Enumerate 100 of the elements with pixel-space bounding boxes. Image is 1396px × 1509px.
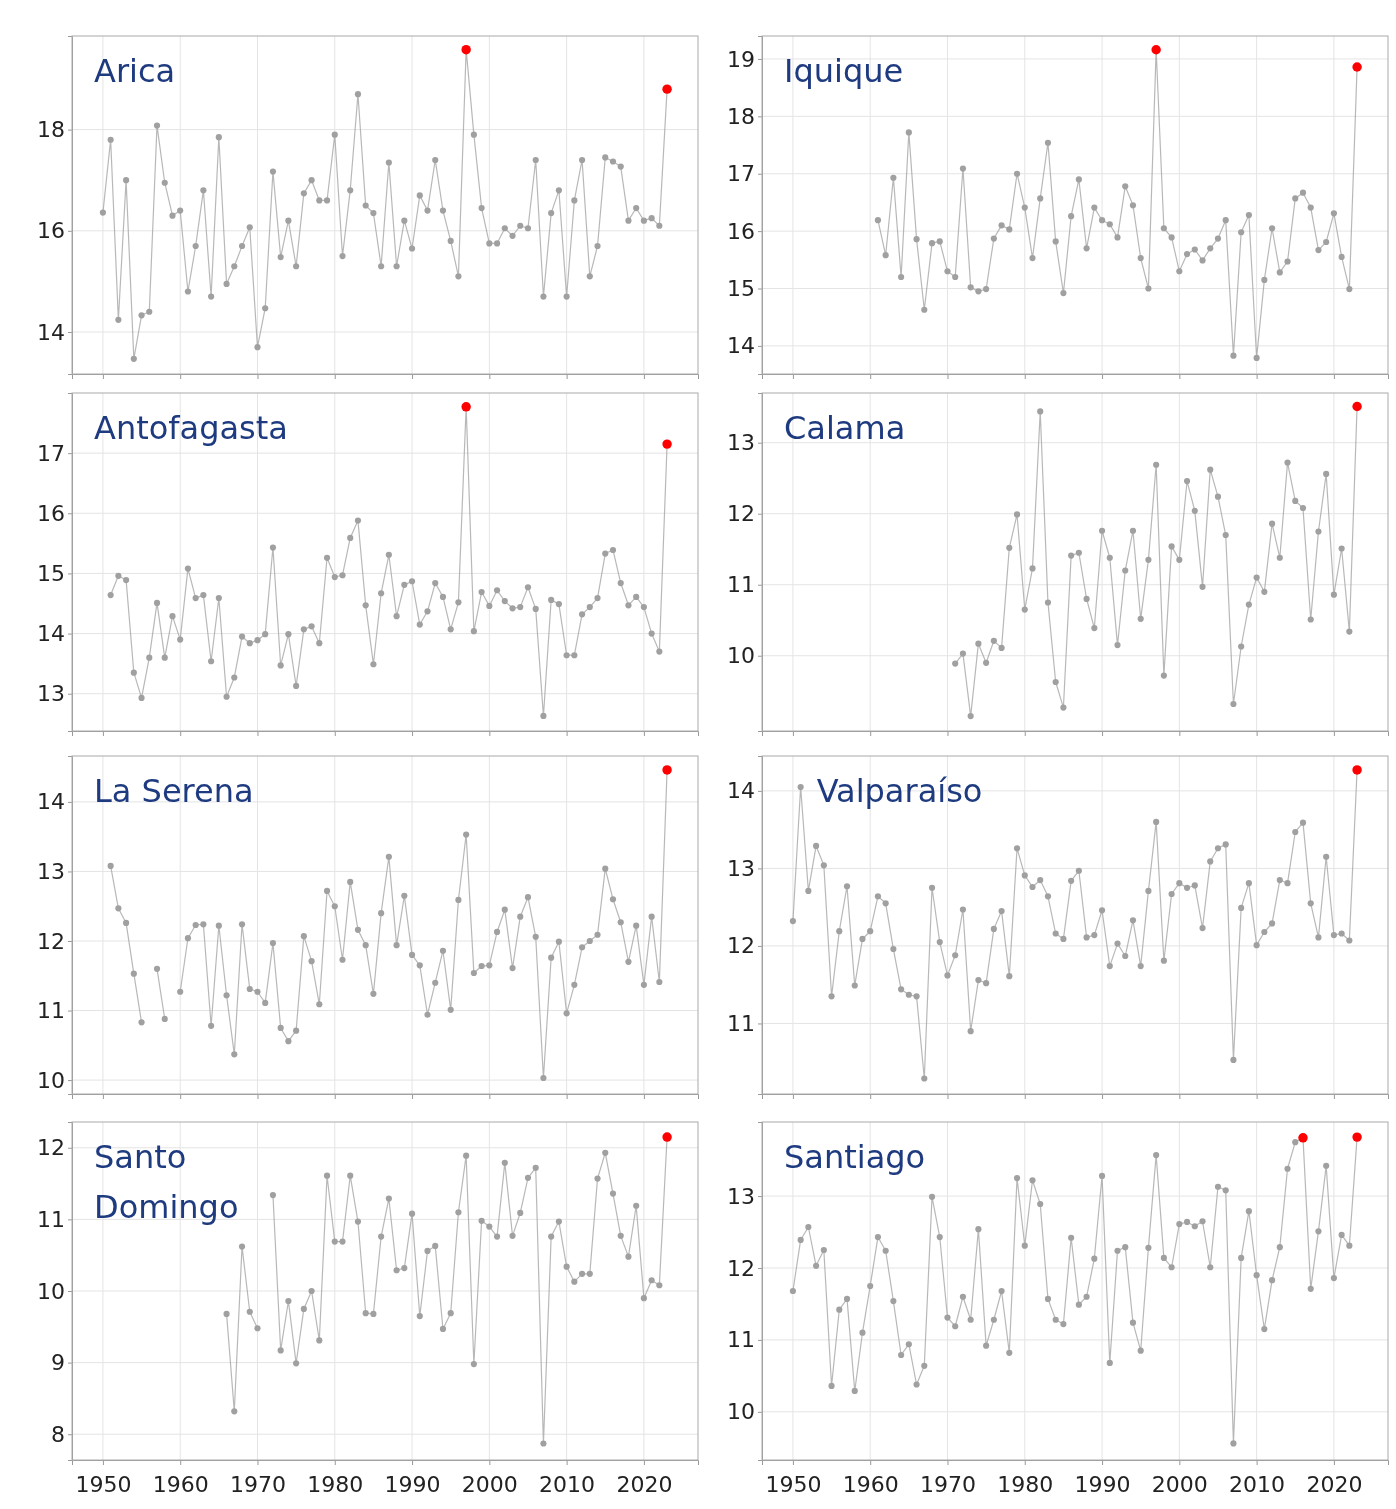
point <box>254 1325 261 1332</box>
point <box>316 1337 323 1344</box>
point <box>246 1308 253 1315</box>
x-tick-label: 2000 <box>461 1472 518 1498</box>
point <box>1315 528 1322 535</box>
point <box>378 1233 385 1240</box>
y-tick-label: 14 <box>727 333 755 359</box>
point <box>486 1223 493 1230</box>
point <box>1183 477 1191 485</box>
y-tick-label: 14 <box>37 319 65 345</box>
x-tick-label: 2000 <box>1151 1472 1208 1498</box>
point <box>578 1270 586 1277</box>
y-tick-label: 10 <box>37 1067 65 1093</box>
point <box>323 1172 331 1179</box>
point <box>1299 504 1307 512</box>
point <box>1114 642 1121 649</box>
point <box>1044 599 1052 606</box>
x-tick-label: 1950 <box>765 1472 822 1498</box>
point <box>1330 591 1337 598</box>
point <box>1346 628 1353 635</box>
point <box>625 1253 632 1260</box>
y-tick-label: 18 <box>37 117 65 143</box>
point <box>975 640 982 647</box>
point <box>952 660 959 667</box>
point <box>555 1218 562 1225</box>
x-tick-label: 2020 <box>616 1472 673 1498</box>
x-tick-label: 1990 <box>1074 1472 1131 1498</box>
x-tick-label: 2010 <box>539 1472 596 1498</box>
point <box>1168 543 1175 550</box>
point <box>998 644 1005 651</box>
point <box>959 650 967 657</box>
point <box>586 1270 593 1277</box>
text: Iquique <box>784 52 904 90</box>
x-tick-label: 1980 <box>997 1472 1054 1498</box>
point <box>347 1172 354 1179</box>
y-tick-label: 10 <box>727 643 755 669</box>
point <box>1199 583 1206 590</box>
point <box>1230 700 1237 708</box>
x-tick-label: 1990 <box>384 1472 441 1498</box>
point <box>308 1287 315 1295</box>
point <box>548 1233 555 1240</box>
point <box>277 1347 284 1354</box>
y-tick-label: 18 <box>727 103 755 129</box>
point <box>1060 704 1067 711</box>
y-tick-label: 13 <box>727 855 755 881</box>
point <box>1083 595 1090 603</box>
point <box>470 1360 477 1368</box>
text: Valparaíso <box>816 772 983 810</box>
y-tick-label: 11 <box>727 572 755 598</box>
point <box>285 1297 292 1305</box>
point <box>656 1282 663 1289</box>
point <box>1145 556 1152 563</box>
y-tick-label: 9 <box>51 1350 65 1376</box>
point <box>370 1310 377 1317</box>
point <box>640 1295 647 1302</box>
point <box>354 1218 362 1225</box>
point <box>1106 554 1113 561</box>
point <box>1075 549 1082 556</box>
text: Antofagasta <box>94 409 288 447</box>
text: Arica <box>94 52 176 90</box>
y-tick-label: 14 <box>37 789 65 815</box>
point <box>609 1190 617 1197</box>
point <box>238 1243 246 1250</box>
point <box>1191 507 1198 514</box>
point <box>455 1209 462 1216</box>
y-tick-label: 12 <box>37 928 65 954</box>
point <box>1006 544 1013 551</box>
point <box>362 1310 369 1317</box>
point <box>463 1152 470 1159</box>
y-tick-label: 14 <box>727 778 755 804</box>
point <box>983 659 990 666</box>
point <box>594 1175 601 1182</box>
point <box>424 1247 431 1254</box>
point <box>1245 601 1252 608</box>
point <box>1284 459 1291 466</box>
point <box>1222 531 1229 539</box>
point <box>990 637 997 644</box>
point <box>231 1408 238 1415</box>
point <box>1160 672 1167 679</box>
point <box>223 1310 230 1317</box>
point <box>1013 511 1021 518</box>
point <box>517 1209 524 1217</box>
point <box>1052 678 1059 686</box>
x-tick-label: 2020 <box>1306 1472 1363 1498</box>
point <box>416 1312 423 1320</box>
text: La Serena <box>94 772 254 810</box>
y-tick-label: 13 <box>727 430 755 456</box>
x-tick-label: 1960 <box>152 1472 209 1498</box>
point <box>1253 574 1260 581</box>
point <box>339 1238 346 1245</box>
point <box>1238 643 1245 650</box>
y-tick-label: 8 <box>51 1421 65 1447</box>
point <box>385 1195 392 1202</box>
y-tick-label: 12 <box>727 1255 755 1281</box>
y-tick-label: 11 <box>727 1010 755 1036</box>
y-tick-label: 12 <box>727 501 755 527</box>
y-tick-label: 13 <box>727 1183 755 1209</box>
point <box>447 1310 454 1317</box>
point <box>1207 466 1214 473</box>
y-tick-label: 10 <box>727 1399 755 1425</box>
